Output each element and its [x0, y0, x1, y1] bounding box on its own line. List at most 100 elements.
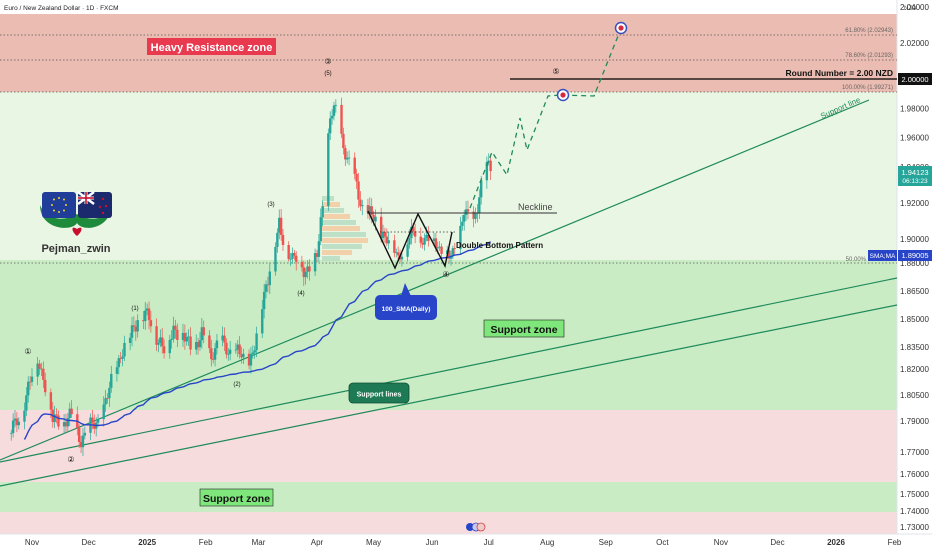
candle [155, 318, 158, 352]
time-tick-2: 2025 [138, 538, 156, 547]
projection-path[interactable] [469, 35, 619, 209]
candle [96, 413, 100, 427]
resistance-zone [0, 14, 897, 92]
round-number-price: 2.00000 [901, 75, 928, 84]
target-marker-1[interactable] [556, 88, 570, 102]
candle [17, 417, 20, 430]
candle [308, 259, 311, 281]
candle [261, 299, 264, 338]
price-axis[interactable] [897, 0, 932, 534]
candle [453, 243, 456, 255]
candle [489, 154, 492, 180]
support-lines-callout: Support lines [348, 382, 410, 404]
candle [306, 260, 309, 279]
symbol-title[interactable]: Euro / New Zealand Dollar · 1D · FXCM [4, 5, 119, 12]
support-zone-label: Support zone [490, 324, 557, 336]
candle [227, 347, 230, 361]
candle [400, 253, 404, 267]
candle [194, 334, 198, 355]
candle [319, 208, 322, 246]
candle [221, 326, 224, 347]
candle [196, 337, 200, 355]
candle [251, 345, 255, 359]
candle [359, 191, 362, 211]
candle [13, 409, 17, 428]
candle [330, 109, 334, 125]
candle [321, 200, 324, 227]
candle [440, 243, 443, 260]
candle [210, 339, 213, 367]
target-marker-2[interactable] [614, 21, 628, 35]
wave-2-circled: ② [67, 455, 74, 464]
author-logo: Pejman_zwin [40, 191, 112, 255]
support-line-lower[interactable] [0, 304, 898, 487]
candle [249, 346, 253, 374]
candle [357, 172, 360, 208]
volume-profile-bar [322, 202, 340, 207]
double-bottom-zigzag[interactable] [367, 210, 453, 270]
candle [225, 338, 228, 359]
candle [162, 339, 166, 359]
countdown: 06:13:23 [902, 178, 928, 185]
candle [295, 251, 298, 271]
candle [106, 393, 109, 404]
candle [132, 316, 136, 332]
candle [379, 207, 383, 243]
candle [174, 319, 177, 339]
candle [161, 328, 164, 354]
candle [485, 156, 489, 189]
candle [66, 412, 70, 433]
candle [247, 349, 251, 370]
fib-78-label: 78.60% (2.01293) [845, 53, 893, 59]
candle [281, 229, 285, 251]
candle [119, 352, 122, 364]
price-tick-12: 1.82000 [900, 365, 929, 374]
volume-profile-bar [322, 244, 362, 249]
sma-price-badge [898, 250, 932, 261]
candle [262, 283, 266, 319]
candle [144, 301, 147, 330]
sma-name-badge [868, 250, 897, 261]
price-tick-4: 1.96000 [900, 134, 929, 143]
candle [478, 189, 481, 220]
time-axis[interactable] [0, 534, 932, 550]
author-name: Pejman_zwin [41, 243, 110, 255]
candle [185, 332, 188, 346]
volume-profile-bar [322, 214, 350, 219]
candle [123, 335, 126, 361]
candle [302, 260, 305, 286]
candle [108, 381, 111, 407]
candle [42, 361, 45, 389]
candle [334, 99, 338, 113]
support-line-mid[interactable] [0, 277, 898, 463]
time-tick-0: Nov [25, 538, 39, 547]
candle [64, 413, 68, 433]
candle [461, 215, 464, 231]
candle [236, 340, 239, 357]
candle [266, 276, 270, 293]
support-line-upper[interactable] [0, 99, 870, 461]
candle [268, 262, 272, 295]
time-ticks: Nov Dec 2025 Feb Mar Apr May Jun Jul Aug Sep Oct Nov… [25, 538, 902, 547]
candle [317, 234, 321, 262]
candle [276, 228, 279, 253]
neckline-label: Neckline [518, 202, 553, 212]
support-zone-lower [0, 482, 897, 512]
candle [291, 247, 294, 264]
candle [466, 200, 470, 220]
candle [304, 268, 307, 285]
candle [44, 372, 47, 397]
price-tick-8: 1.88000 [900, 259, 929, 268]
zone-light-green [0, 92, 897, 260]
price-tick-19: 1.73000 [900, 523, 929, 532]
candle [145, 303, 149, 316]
candle [366, 198, 370, 219]
candle [68, 402, 71, 427]
price-tick-3: 1.98000 [900, 104, 929, 113]
candle [170, 330, 173, 349]
candle [410, 219, 413, 245]
sma-100-line[interactable] [23, 241, 491, 440]
wave-5-paren: (5) [324, 71, 331, 77]
candle [413, 223, 417, 244]
